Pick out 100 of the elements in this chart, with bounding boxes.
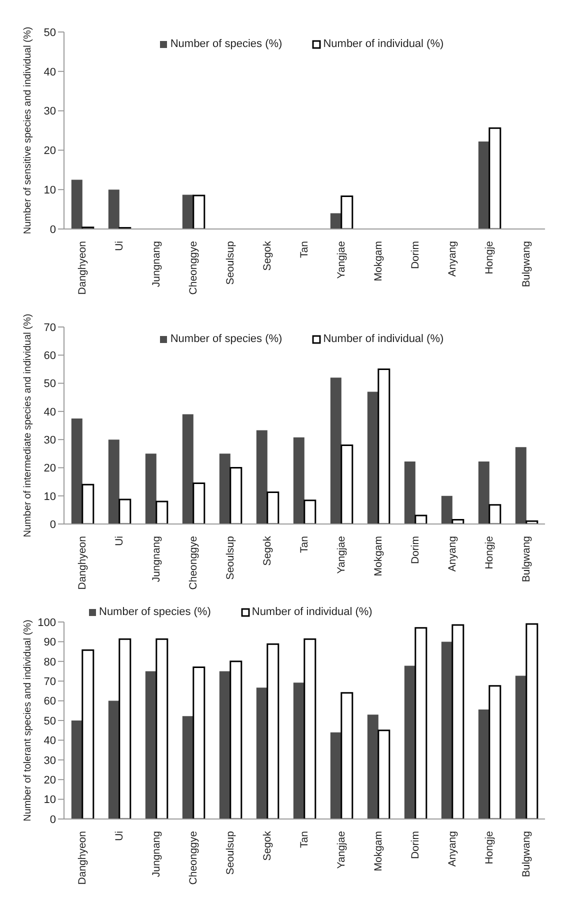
y-tick-label: 30 xyxy=(44,754,56,767)
x-tick-label: Jungnang xyxy=(150,536,162,582)
bar xyxy=(340,444,354,524)
y-axis-title: Number of intermediate species and individual (%) xyxy=(22,314,34,538)
x-tick-label: Seoulsup xyxy=(224,830,236,875)
x-tick-label: Bulgwang xyxy=(520,830,532,878)
x-tick-label: Danghyeon xyxy=(76,830,88,885)
y-tick-label: 10 xyxy=(44,184,56,197)
legend-label: Number of individual (%) xyxy=(322,38,444,50)
bar xyxy=(192,666,206,819)
y-tick-label: 60 xyxy=(44,696,56,708)
bar xyxy=(330,732,342,819)
y-tick-label: 70 xyxy=(44,322,56,334)
y-axis-title: Number of sensitive species and individual (%) xyxy=(22,26,34,234)
legend-label: Number of species (%) xyxy=(169,333,282,345)
y-tick-label: 30 xyxy=(44,434,56,446)
bar xyxy=(156,638,168,819)
bar xyxy=(219,671,230,819)
bar xyxy=(478,142,490,229)
legend-label: Number of individual (%) xyxy=(250,606,372,618)
bar xyxy=(441,496,452,524)
x-tick-label: Bulgwang xyxy=(520,240,532,288)
bar xyxy=(441,642,452,819)
x-tick-label: Dorim xyxy=(410,830,422,859)
bar xyxy=(478,462,490,524)
bar xyxy=(526,623,538,819)
bar xyxy=(118,638,132,819)
bar xyxy=(82,649,94,819)
y-tick-label: 50 xyxy=(44,715,56,728)
x-tick-label: Anyang xyxy=(446,240,458,277)
x-tick-label: Yangjae xyxy=(336,240,348,279)
bar xyxy=(118,498,132,524)
y-tick-label: 20 xyxy=(44,774,56,787)
y-tick-label: 70 xyxy=(44,676,56,688)
bar xyxy=(488,504,502,524)
bar xyxy=(340,692,354,819)
bar xyxy=(293,682,304,819)
bar xyxy=(82,484,94,524)
bar xyxy=(182,414,194,524)
y-axis-title: Number of tolerant species and individual (%) xyxy=(22,620,34,822)
bar xyxy=(414,514,428,524)
y-tick-label: 40 xyxy=(44,406,56,418)
y-tick-label: 0 xyxy=(50,814,56,826)
x-tick-label: Anyang xyxy=(446,830,458,867)
legend-label: Number of individual (%) xyxy=(322,333,444,345)
x-tick-label: Danghyeon xyxy=(76,240,88,295)
x-tick-label: Hongje xyxy=(484,830,496,864)
bar xyxy=(304,500,316,524)
y-tick-label: 50 xyxy=(44,26,56,39)
bar xyxy=(404,462,416,524)
x-tick-label: Tan xyxy=(298,240,310,258)
x-tick-label: Tan xyxy=(298,830,310,848)
x-tick-label: Seoulsup xyxy=(224,536,236,580)
bar xyxy=(156,500,168,524)
x-tick-label: Yangjae xyxy=(336,830,348,869)
bar xyxy=(71,418,82,524)
x-tick-label: Segok xyxy=(262,240,274,271)
y-tick-label: 40 xyxy=(44,66,56,78)
y-tick-label: 90 xyxy=(44,636,56,649)
bar xyxy=(256,688,268,819)
bar xyxy=(192,194,206,229)
bar xyxy=(515,676,526,819)
x-tick-label: Dorim xyxy=(410,240,422,269)
bar xyxy=(182,716,194,819)
x-tick-label: Mokgam xyxy=(372,830,384,872)
x-tick-label: Dorim xyxy=(410,536,422,564)
bar xyxy=(340,196,354,229)
bar xyxy=(266,643,280,819)
bar xyxy=(145,454,156,524)
x-tick-label: Jungnang xyxy=(150,830,162,878)
x-tick-label: Ui xyxy=(114,241,126,251)
bar xyxy=(230,660,242,819)
x-tick-label: Cheonggye xyxy=(188,536,200,590)
y-tick-label: 40 xyxy=(44,735,56,748)
x-tick-label: Seoulsup xyxy=(224,240,236,285)
x-tick-label: Cheonggye xyxy=(188,830,200,885)
bar xyxy=(304,638,316,819)
bar xyxy=(230,466,242,524)
y-tick-label: 50 xyxy=(44,378,56,390)
x-tick-label: Hongje xyxy=(484,240,496,274)
x-tick-label: Danghyeon xyxy=(76,536,88,590)
x-tick-label: Ui xyxy=(114,831,126,841)
bar xyxy=(378,730,390,819)
y-tick-label: 100 xyxy=(38,616,56,629)
x-tick-label: Segok xyxy=(262,830,274,861)
x-tick-label: Mokgam xyxy=(372,536,384,576)
bar xyxy=(488,685,502,819)
legend-label: Number of species (%) xyxy=(98,606,211,618)
bar xyxy=(478,709,490,819)
bar xyxy=(452,624,464,819)
bar xyxy=(515,447,526,524)
x-tick-label: Hongje xyxy=(484,536,496,570)
bar xyxy=(367,714,378,819)
bar xyxy=(145,671,156,819)
bar xyxy=(414,627,428,819)
x-tick-label: Tan xyxy=(298,536,310,553)
bar xyxy=(219,454,230,524)
x-tick-label: Cheonggye xyxy=(188,240,200,295)
bar xyxy=(108,190,120,229)
y-tick-label: 10 xyxy=(44,490,56,503)
